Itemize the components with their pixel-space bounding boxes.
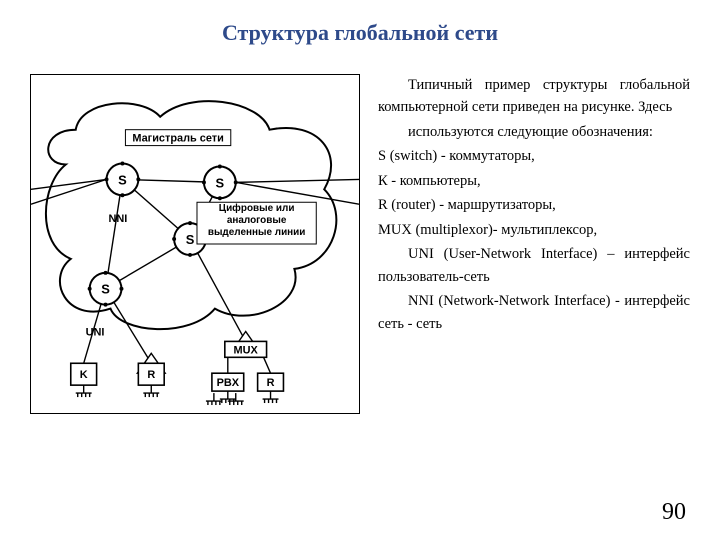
def-r: R (router) - маршрутизаторы, (378, 194, 690, 216)
page-title: Структура глобальной сети (30, 20, 690, 46)
def-mux: MUX (multiplexor)- мультиплексор, (378, 219, 690, 241)
network-diagram: S S S S K R MUX PBX R Магистраль сети Цифровые … (30, 74, 360, 414)
para-intro-1: Типичный пример структуры глобальной ком… (378, 74, 690, 119)
svg-text:S: S (118, 172, 127, 187)
uni-label: UNI (86, 326, 105, 338)
svg-text:K: K (80, 369, 88, 381)
para-intro-2: используются следующие обозначения: (378, 121, 690, 143)
svg-text:S: S (216, 175, 225, 190)
line-label-fo: Цифровые или аналоговые выделенные линии (199, 203, 314, 243)
terminals (76, 385, 279, 405)
svg-text:S: S (186, 232, 195, 247)
svg-text:R: R (267, 377, 275, 389)
svg-text:S: S (101, 282, 110, 297)
cloud-label: Магистраль сети (132, 133, 224, 145)
nni-label: NNI (109, 213, 128, 225)
svg-text:PBX: PBX (217, 377, 240, 389)
def-k: К - компьютеры, (378, 170, 690, 192)
description-column: Типичный пример структуры глобальной ком… (378, 74, 690, 414)
def-nni: NNI (Network-Network Interface) - интерф… (378, 290, 690, 335)
line-label: Цифровые или аналоговые выделенные линии (199, 203, 314, 239)
content-row: S S S S K R MUX PBX R Магистраль сети Цифровые … (30, 74, 690, 414)
def-s: S (switch) - коммутаторы, (378, 145, 690, 167)
def-uni: UNI (User-Network Interface) – интерфейс… (378, 243, 690, 288)
boxes: K R MUX PBX R (71, 341, 284, 391)
svg-text:R: R (147, 369, 155, 381)
diagram-svg: S S S S K R MUX PBX R Магистраль сети Цифровые … (31, 75, 359, 413)
page-number: 90 (662, 499, 686, 526)
svg-text:MUX: MUX (234, 344, 259, 356)
